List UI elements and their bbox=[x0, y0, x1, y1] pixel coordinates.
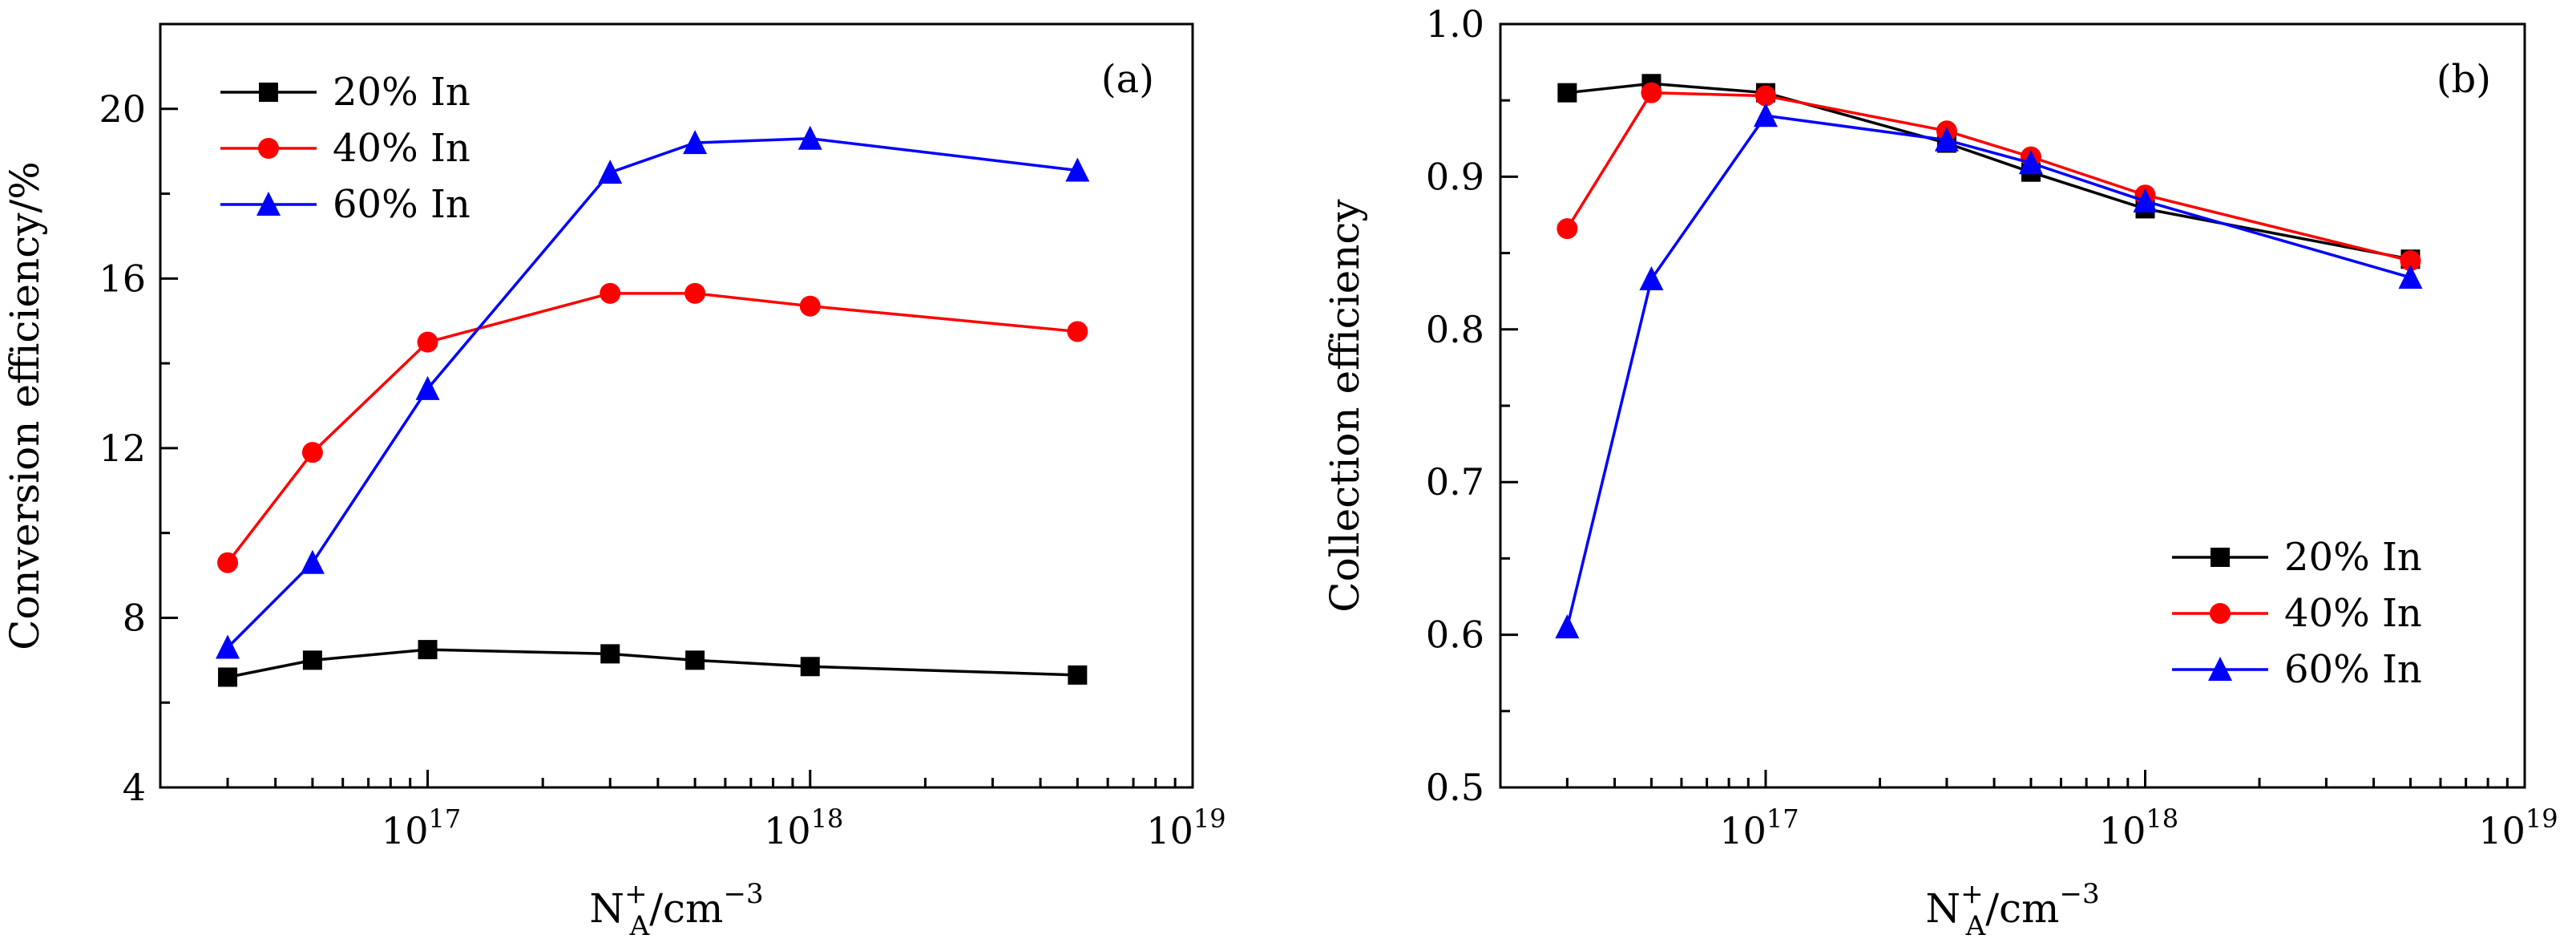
x-tick-base: 10 bbox=[2478, 809, 2526, 852]
x-tick-exponent: 17 bbox=[428, 803, 461, 834]
data-point-series-0 bbox=[1068, 665, 1088, 685]
data-point-series-0 bbox=[418, 640, 438, 660]
y-tick-label: 0.7 bbox=[1426, 460, 1484, 504]
y-tick-label: 0.9 bbox=[1426, 155, 1484, 198]
x-tick-base: 10 bbox=[2099, 809, 2146, 852]
x-tick-label: 1018 bbox=[2099, 803, 2178, 852]
data-point-series-2 bbox=[1639, 265, 1664, 290]
y-tick-label: 0.5 bbox=[1426, 766, 1484, 809]
data-point-series-2 bbox=[598, 160, 623, 184]
x-tick-base: 10 bbox=[764, 809, 811, 852]
y-tick-label: 16 bbox=[99, 257, 146, 300]
x-tick-base: 10 bbox=[1146, 809, 1193, 852]
series-line-1 bbox=[226, 292, 1078, 564]
data-point-series-2 bbox=[2398, 265, 2423, 289]
data-point-series-2 bbox=[1753, 103, 1778, 127]
legend-entry-label: 20% In bbox=[333, 70, 470, 115]
data-point-series-2 bbox=[683, 130, 708, 155]
y-tick-label: 0.6 bbox=[1426, 613, 1484, 657]
data-point-series-1 bbox=[600, 282, 621, 304]
data-point-series-1 bbox=[417, 331, 438, 353]
data-point-series-2 bbox=[1065, 157, 1090, 182]
series-line-0 bbox=[227, 648, 1078, 679]
y-axis-title: Conversion efficiency/% bbox=[2, 161, 48, 650]
x-tick-exponent: 19 bbox=[2526, 803, 2558, 834]
data-point-series-2 bbox=[797, 125, 822, 150]
x-tick-base: 10 bbox=[382, 809, 429, 852]
y-tick-label: 20 bbox=[99, 87, 146, 131]
x-axis-title: N+ A/cm−3 bbox=[589, 878, 763, 942]
data-point-series-1 bbox=[2400, 250, 2421, 272]
data-point-series-2 bbox=[2018, 150, 2043, 175]
data-point-series-0 bbox=[800, 657, 820, 677]
x-tick-label: 1018 bbox=[764, 803, 843, 852]
data-point-series-2 bbox=[2133, 188, 2158, 212]
legend-marker bbox=[256, 192, 281, 216]
x-tick-exponent: 18 bbox=[811, 803, 844, 834]
x-axis-title-sub: A bbox=[629, 910, 650, 942]
panel-label: (a) bbox=[1101, 57, 1154, 102]
y-tick-label: 1.0 bbox=[1426, 2, 1484, 46]
data-point-series-1 bbox=[1067, 321, 1088, 342]
legend-marker bbox=[259, 83, 278, 102]
x-axis-title-main: N bbox=[589, 885, 624, 932]
data-point-series-2 bbox=[415, 375, 440, 400]
y-tick-label: 12 bbox=[99, 427, 146, 470]
x-axis-title-unit: /cm bbox=[649, 885, 723, 932]
y-tick-label: 4 bbox=[123, 766, 146, 809]
y-tick-label: 8 bbox=[123, 596, 146, 639]
x-axis-title-unit: /cm bbox=[1985, 885, 2059, 932]
data-point-series-1 bbox=[1641, 82, 1662, 103]
y-axis-title: Collection efficiency bbox=[1322, 199, 1368, 613]
legend-marker bbox=[2208, 657, 2232, 681]
data-point-series-1 bbox=[1557, 218, 1578, 240]
y-tick-label: 0.8 bbox=[1426, 308, 1484, 351]
data-point-series-2 bbox=[216, 634, 240, 659]
x-axis-title-unit-exp: −3 bbox=[723, 878, 763, 910]
legend-entry-label: 20% In bbox=[2284, 535, 2422, 580]
legend-entry-label: 40% In bbox=[2284, 591, 2422, 636]
x-tick-exponent: 17 bbox=[1766, 803, 1799, 834]
panel-label: (b) bbox=[2437, 57, 2491, 102]
x-tick-label: 1017 bbox=[382, 803, 461, 852]
x-axis-title-sup: + bbox=[624, 878, 648, 910]
x-axis-title-sub: A bbox=[1965, 910, 1986, 942]
legend-marker bbox=[258, 138, 279, 159]
data-point-series-2 bbox=[1934, 127, 1959, 152]
x-tick-label: 1019 bbox=[2478, 803, 2558, 852]
x-axis-title: N+ A/cm−3 bbox=[1925, 878, 2099, 942]
data-point-series-0 bbox=[600, 644, 620, 664]
data-point-series-0 bbox=[685, 650, 705, 670]
x-axis-title-unit-exp: −3 bbox=[2059, 878, 2099, 910]
x-tick-base: 10 bbox=[1719, 809, 1766, 852]
data-point-series-2 bbox=[300, 549, 325, 574]
x-axis-title-sup: + bbox=[1960, 878, 1984, 910]
legend-entry-label: 60% In bbox=[2284, 647, 2422, 692]
legend-entry-label: 40% In bbox=[333, 126, 470, 171]
data-point-series-0 bbox=[302, 650, 322, 670]
x-axis-title-main: N bbox=[1925, 885, 1960, 932]
data-point-series-2 bbox=[1555, 614, 1580, 639]
x-tick-exponent: 19 bbox=[1193, 803, 1226, 834]
data-point-series-1 bbox=[799, 295, 821, 317]
data-point-series-1 bbox=[301, 442, 323, 463]
x-tick-exponent: 18 bbox=[2146, 803, 2178, 834]
x-tick-label: 1019 bbox=[1146, 803, 1225, 852]
legend-marker bbox=[2210, 603, 2231, 624]
legend-marker bbox=[2211, 548, 2230, 567]
plot-frame bbox=[159, 22, 1194, 789]
data-point-series-0 bbox=[218, 667, 238, 687]
series-line-0 bbox=[1567, 82, 2411, 261]
legend-entry-label: 60% In bbox=[333, 182, 470, 227]
x-tick-label: 1017 bbox=[1719, 803, 1799, 852]
data-point-series-1 bbox=[217, 552, 239, 573]
data-point-series-1 bbox=[1754, 85, 1776, 107]
data-point-series-1 bbox=[684, 282, 706, 304]
data-point-series-0 bbox=[1557, 83, 1577, 103]
